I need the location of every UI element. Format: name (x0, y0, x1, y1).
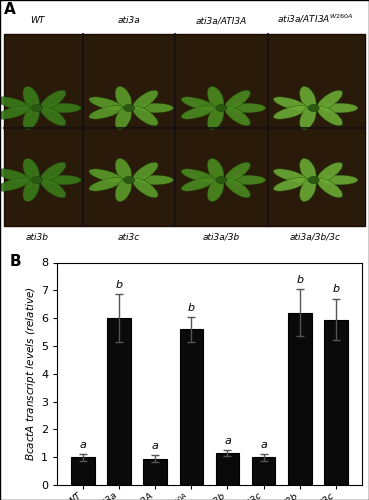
Text: b: b (296, 275, 303, 285)
Text: ati3c: ati3c (118, 233, 140, 242)
Ellipse shape (300, 106, 316, 130)
Ellipse shape (321, 175, 358, 185)
Ellipse shape (23, 86, 39, 110)
Ellipse shape (40, 162, 66, 182)
Bar (180, 329, 203, 485)
Ellipse shape (273, 178, 307, 191)
Ellipse shape (225, 162, 251, 182)
Ellipse shape (229, 175, 266, 185)
Ellipse shape (0, 106, 31, 119)
Text: b: b (332, 284, 339, 294)
Text: a: a (152, 441, 159, 451)
Bar (288, 312, 311, 485)
Ellipse shape (317, 106, 343, 126)
Ellipse shape (317, 90, 343, 110)
Text: ati3a/ATI3A$^{W260A}$: ati3a/ATI3A$^{W260A}$ (277, 13, 354, 25)
Circle shape (308, 176, 319, 184)
Ellipse shape (273, 97, 307, 110)
Ellipse shape (300, 86, 316, 110)
Circle shape (216, 104, 227, 112)
Text: ati3b: ati3b (25, 233, 48, 242)
Ellipse shape (115, 86, 132, 110)
Ellipse shape (273, 169, 307, 182)
Ellipse shape (23, 178, 39, 202)
Text: ati3a/3b/3c: ati3a/3b/3c (290, 233, 341, 242)
Circle shape (124, 104, 135, 112)
Ellipse shape (225, 178, 251, 198)
Text: B: B (10, 254, 22, 268)
Ellipse shape (115, 178, 132, 202)
Ellipse shape (89, 97, 123, 110)
Ellipse shape (40, 178, 66, 198)
Ellipse shape (137, 175, 173, 185)
Ellipse shape (89, 178, 123, 191)
Ellipse shape (23, 158, 39, 182)
Ellipse shape (300, 158, 316, 182)
Ellipse shape (225, 90, 251, 110)
Text: b: b (188, 302, 195, 312)
Bar (252, 457, 275, 485)
Ellipse shape (115, 106, 132, 130)
Ellipse shape (181, 97, 215, 110)
Ellipse shape (132, 162, 158, 182)
Ellipse shape (44, 175, 81, 185)
Circle shape (31, 104, 42, 112)
Ellipse shape (0, 178, 31, 191)
Ellipse shape (137, 103, 173, 113)
Ellipse shape (132, 178, 158, 198)
Text: a: a (224, 436, 231, 446)
Ellipse shape (273, 106, 307, 119)
Text: WT: WT (30, 16, 44, 25)
Ellipse shape (321, 103, 358, 113)
Circle shape (308, 104, 319, 112)
Bar (107, 318, 131, 485)
Ellipse shape (181, 178, 215, 191)
Bar (4, 34, 365, 226)
Ellipse shape (89, 169, 123, 182)
Ellipse shape (229, 103, 266, 113)
Ellipse shape (44, 103, 81, 113)
Circle shape (216, 176, 227, 184)
Ellipse shape (207, 106, 224, 130)
Ellipse shape (207, 158, 224, 182)
Ellipse shape (300, 178, 316, 202)
Text: ati3a/3b: ati3a/3b (203, 233, 240, 242)
Ellipse shape (181, 169, 215, 182)
Circle shape (31, 176, 42, 184)
Ellipse shape (40, 90, 66, 110)
Bar (216, 453, 239, 485)
Ellipse shape (317, 178, 343, 198)
Text: ati3a: ati3a (118, 16, 141, 25)
Text: a: a (260, 440, 267, 450)
Ellipse shape (317, 162, 343, 182)
Ellipse shape (225, 106, 251, 126)
Y-axis label: $BcactA$ transcript levels (relative): $BcactA$ transcript levels (relative) (24, 286, 38, 461)
Ellipse shape (23, 106, 39, 130)
Ellipse shape (207, 178, 224, 202)
Text: a: a (79, 440, 86, 450)
Ellipse shape (132, 106, 158, 126)
Ellipse shape (132, 90, 158, 110)
Bar (71, 457, 94, 485)
Ellipse shape (181, 106, 215, 119)
Ellipse shape (0, 97, 31, 110)
Text: ati3a/ATI3A: ati3a/ATI3A (196, 16, 247, 25)
Ellipse shape (0, 169, 31, 182)
Ellipse shape (115, 158, 132, 182)
Bar (144, 458, 167, 485)
Text: A: A (4, 2, 15, 18)
Ellipse shape (40, 106, 66, 126)
Ellipse shape (89, 106, 123, 119)
Ellipse shape (207, 86, 224, 110)
Bar (324, 320, 348, 485)
Circle shape (124, 176, 135, 184)
Text: b: b (115, 280, 123, 290)
